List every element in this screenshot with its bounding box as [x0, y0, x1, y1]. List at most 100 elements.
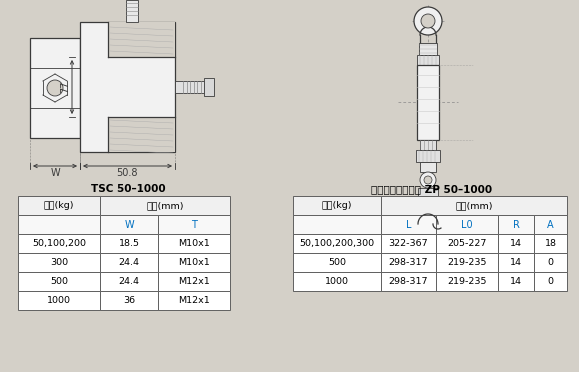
Text: 298-317: 298-317 [389, 258, 428, 267]
Circle shape [414, 7, 442, 35]
Bar [175, 81, 210, 93]
Bar [158, 272, 230, 291]
Bar [534, 253, 567, 272]
Bar [100, 253, 158, 272]
Text: 219-235: 219-235 [447, 258, 487, 267]
Text: 14: 14 [510, 258, 522, 267]
Text: 500: 500 [328, 258, 346, 267]
Bar [436, 234, 498, 253]
Text: 500: 500 [50, 277, 68, 286]
Text: 298-317: 298-317 [389, 277, 428, 286]
Bar [419, 43, 437, 55]
Text: 容量(kg): 容量(kg) [44, 201, 74, 210]
Text: 14: 14 [510, 277, 522, 286]
Bar [18, 196, 100, 215]
Text: T: T [191, 219, 197, 230]
Text: 24.4: 24.4 [119, 277, 140, 286]
Bar [108, 22, 175, 57]
Text: 50,100,200: 50,100,200 [32, 239, 86, 248]
Bar [436, 272, 498, 291]
Bar [126, 0, 138, 22]
Bar [498, 253, 534, 272]
Text: 0: 0 [548, 277, 554, 286]
Bar [158, 215, 230, 234]
Circle shape [47, 80, 63, 96]
Text: M12x1: M12x1 [178, 277, 210, 286]
Bar [158, 291, 230, 310]
Bar [420, 140, 436, 150]
Bar [100, 291, 158, 310]
Bar [534, 272, 567, 291]
Text: 18.5: 18.5 [119, 239, 140, 248]
Bar [18, 291, 100, 310]
Bar [18, 253, 100, 272]
Bar [293, 253, 381, 272]
Text: R: R [512, 219, 519, 230]
Text: 205-227: 205-227 [448, 239, 487, 248]
Text: M12x1: M12x1 [178, 296, 210, 305]
Text: 容量(kg): 容量(kg) [322, 201, 352, 210]
Text: 18: 18 [544, 239, 556, 248]
Bar [293, 215, 381, 234]
Bar [18, 234, 100, 253]
Bar [420, 162, 436, 172]
Bar [108, 117, 175, 152]
Text: W: W [124, 219, 134, 230]
Bar [417, 55, 439, 65]
Bar [100, 234, 158, 253]
Text: 1000: 1000 [325, 277, 349, 286]
Text: 50.8: 50.8 [116, 168, 138, 178]
Bar [498, 234, 534, 253]
Bar [158, 234, 230, 253]
Text: L: L [406, 219, 411, 230]
Bar [534, 215, 567, 234]
Bar [534, 234, 567, 253]
Text: A: A [547, 219, 554, 230]
Bar [381, 215, 436, 234]
Bar [30, 38, 80, 138]
Text: 关节轴承式连接件 ZP 50–1000: 关节轴承式连接件 ZP 50–1000 [372, 184, 493, 194]
Bar [498, 272, 534, 291]
Circle shape [424, 176, 432, 184]
Bar [293, 272, 381, 291]
Bar [18, 272, 100, 291]
Text: 322-367: 322-367 [389, 239, 428, 248]
Bar [293, 234, 381, 253]
Text: L0: L0 [461, 219, 473, 230]
Bar [381, 253, 436, 272]
Bar [204, 78, 214, 96]
Text: 24.4: 24.4 [119, 258, 140, 267]
Bar [381, 196, 567, 215]
Text: 尺寸(mm): 尺寸(mm) [455, 201, 493, 210]
Text: M10x1: M10x1 [178, 239, 210, 248]
Text: 1000: 1000 [47, 296, 71, 305]
Text: TSC 50–1000: TSC 50–1000 [91, 184, 166, 194]
Circle shape [420, 172, 436, 188]
Bar [18, 215, 100, 234]
Bar [158, 253, 230, 272]
Text: 36: 36 [123, 296, 135, 305]
Bar [381, 234, 436, 253]
Bar [100, 272, 158, 291]
Text: 14: 14 [510, 239, 522, 248]
Bar [416, 150, 440, 162]
Bar [80, 22, 175, 152]
Text: 50,100,200,300: 50,100,200,300 [299, 239, 375, 248]
Text: W: W [50, 168, 60, 178]
Bar [436, 253, 498, 272]
Bar [293, 196, 381, 215]
Text: 0: 0 [548, 258, 554, 267]
Circle shape [421, 14, 435, 28]
Bar [417, 65, 439, 140]
Bar [498, 215, 534, 234]
Text: M10x1: M10x1 [178, 258, 210, 267]
Bar [381, 272, 436, 291]
Bar [418, 188, 438, 202]
Text: 219-235: 219-235 [447, 277, 487, 286]
Bar [100, 196, 230, 215]
Text: 77: 77 [60, 81, 70, 93]
Text: 300: 300 [50, 258, 68, 267]
Bar [100, 215, 158, 234]
Text: 尺寸(mm): 尺寸(mm) [146, 201, 184, 210]
Bar [436, 215, 498, 234]
